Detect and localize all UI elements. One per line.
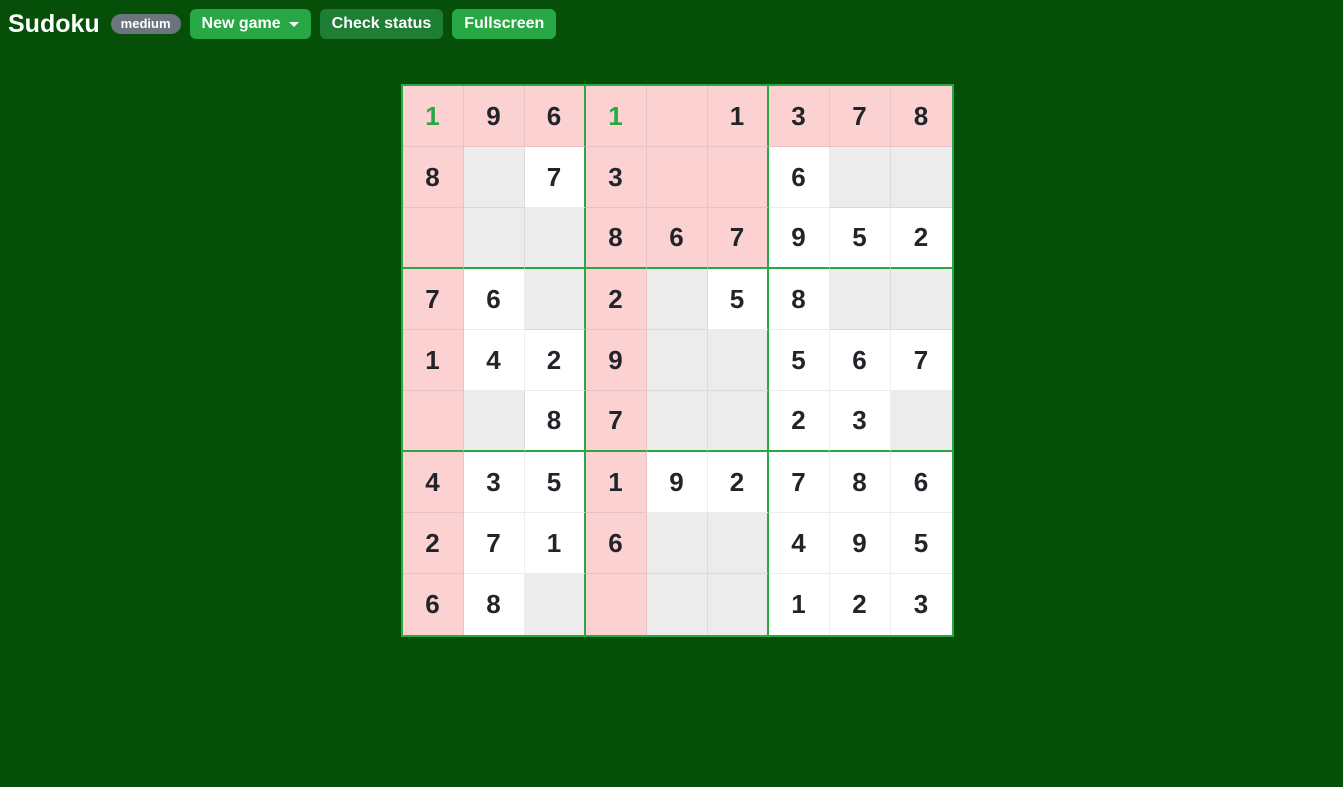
cell-r8c5[interactable]: [646, 513, 708, 574]
cell-r4c8[interactable]: [829, 269, 891, 330]
cell-r9c2[interactable]: 8: [463, 574, 525, 635]
cell-r8c2[interactable]: 7: [463, 513, 525, 574]
cell-r5c4[interactable]: 9: [585, 330, 647, 391]
check-status-button-label: Check status: [331, 15, 432, 33]
cell-r8c6[interactable]: [707, 513, 769, 574]
cell-r5c1[interactable]: 1: [402, 330, 464, 391]
cell-r6c8[interactable]: 3: [829, 391, 891, 452]
cell-r8c8[interactable]: 9: [829, 513, 891, 574]
fullscreen-button[interactable]: Fullscreen: [452, 9, 557, 39]
cell-r5c2[interactable]: 4: [463, 330, 525, 391]
cell-r2c6[interactable]: [707, 147, 769, 208]
cell-r6c3[interactable]: 8: [524, 391, 586, 452]
cell-r4c7[interactable]: 8: [768, 269, 830, 330]
cell-r9c9[interactable]: 3: [890, 574, 952, 635]
cell-r6c1[interactable]: [402, 391, 464, 452]
cell-r1c8[interactable]: 7: [829, 86, 891, 147]
cell-r5c5[interactable]: [646, 330, 708, 391]
cell-r9c4[interactable]: [585, 574, 647, 635]
cell-r7c1[interactable]: 4: [402, 452, 464, 513]
cell-r7c4[interactable]: 1: [585, 452, 647, 513]
cell-r6c4[interactable]: 7: [585, 391, 647, 452]
cell-r8c7[interactable]: 4: [768, 513, 830, 574]
cell-r3c8[interactable]: 5: [829, 208, 891, 269]
cell-r1c5[interactable]: [646, 86, 708, 147]
cell-r1c4[interactable]: 1: [585, 86, 647, 147]
cell-r5c6[interactable]: [707, 330, 769, 391]
cell-r3c5[interactable]: 6: [646, 208, 708, 269]
cell-r7c3[interactable]: 5: [524, 452, 586, 513]
cell-r9c1[interactable]: 6: [402, 574, 464, 635]
cell-r9c6[interactable]: [707, 574, 769, 635]
cell-r2c7[interactable]: 6: [768, 147, 830, 208]
header: Sudoku medium New game Check status Full…: [0, 0, 1343, 48]
cell-r2c3[interactable]: 7: [524, 147, 586, 208]
cell-r6c5[interactable]: [646, 391, 708, 452]
cell-r2c1[interactable]: 8: [402, 147, 464, 208]
cell-r5c9[interactable]: 7: [890, 330, 952, 391]
cell-r7c7[interactable]: 7: [768, 452, 830, 513]
cell-r4c6[interactable]: 5: [707, 269, 769, 330]
cell-r6c2[interactable]: [463, 391, 525, 452]
cell-r4c3[interactable]: [524, 269, 586, 330]
cell-r5c7[interactable]: 5: [768, 330, 830, 391]
cell-r6c9[interactable]: [890, 391, 952, 452]
cell-r1c7[interactable]: 3: [768, 86, 830, 147]
cell-r2c5[interactable]: [646, 147, 708, 208]
cell-r4c1[interactable]: 7: [402, 269, 464, 330]
cell-r9c5[interactable]: [646, 574, 708, 635]
cell-r7c9[interactable]: 6: [890, 452, 952, 513]
cell-r5c8[interactable]: 6: [829, 330, 891, 391]
cell-r7c8[interactable]: 8: [829, 452, 891, 513]
new-game-button[interactable]: New game: [189, 9, 311, 39]
app-title: Sudoku: [8, 9, 100, 38]
cell-r3c3[interactable]: [524, 208, 586, 269]
cell-r3c7[interactable]: 9: [768, 208, 830, 269]
cell-r3c4[interactable]: 8: [585, 208, 647, 269]
caret-down-icon: [288, 21, 299, 27]
cell-r6c7[interactable]: 2: [768, 391, 830, 452]
difficulty-badge: medium: [110, 14, 181, 34]
cell-r6c6[interactable]: [707, 391, 769, 452]
fullscreen-button-label: Fullscreen: [464, 15, 545, 33]
cell-r3c2[interactable]: [463, 208, 525, 269]
cell-r7c5[interactable]: 9: [646, 452, 708, 513]
cell-r9c3[interactable]: [524, 574, 586, 635]
cell-r1c3[interactable]: 6: [524, 86, 586, 147]
cell-r8c4[interactable]: 6: [585, 513, 647, 574]
cell-r5c3[interactable]: 2: [524, 330, 586, 391]
cell-r7c2[interactable]: 3: [463, 452, 525, 513]
cell-r2c8[interactable]: [829, 147, 891, 208]
cell-r8c1[interactable]: 2: [402, 513, 464, 574]
cell-r2c2[interactable]: [463, 147, 525, 208]
cell-r4c2[interactable]: 6: [463, 269, 525, 330]
cell-r1c1[interactable]: 1: [402, 86, 464, 147]
cell-r3c9[interactable]: 2: [890, 208, 952, 269]
cell-r8c9[interactable]: 5: [890, 513, 952, 574]
cell-r2c4[interactable]: 3: [585, 147, 647, 208]
cell-r2c9[interactable]: [890, 147, 952, 208]
cell-r4c5[interactable]: [646, 269, 708, 330]
cell-r8c3[interactable]: 1: [524, 513, 586, 574]
cell-r7c6[interactable]: 2: [707, 452, 769, 513]
cell-r4c9[interactable]: [890, 269, 952, 330]
cell-r4c4[interactable]: 2: [585, 269, 647, 330]
cell-r3c6[interactable]: 7: [707, 208, 769, 269]
new-game-button-label: New game: [201, 15, 281, 33]
cell-r1c9[interactable]: 8: [890, 86, 952, 147]
check-status-button[interactable]: Check status: [319, 9, 444, 39]
cell-r1c6[interactable]: 1: [707, 86, 769, 147]
cell-r9c7[interactable]: 1: [768, 574, 830, 635]
cell-r1c2[interactable]: 9: [463, 86, 525, 147]
cell-r3c1[interactable]: [402, 208, 464, 269]
cell-r9c8[interactable]: 2: [829, 574, 891, 635]
